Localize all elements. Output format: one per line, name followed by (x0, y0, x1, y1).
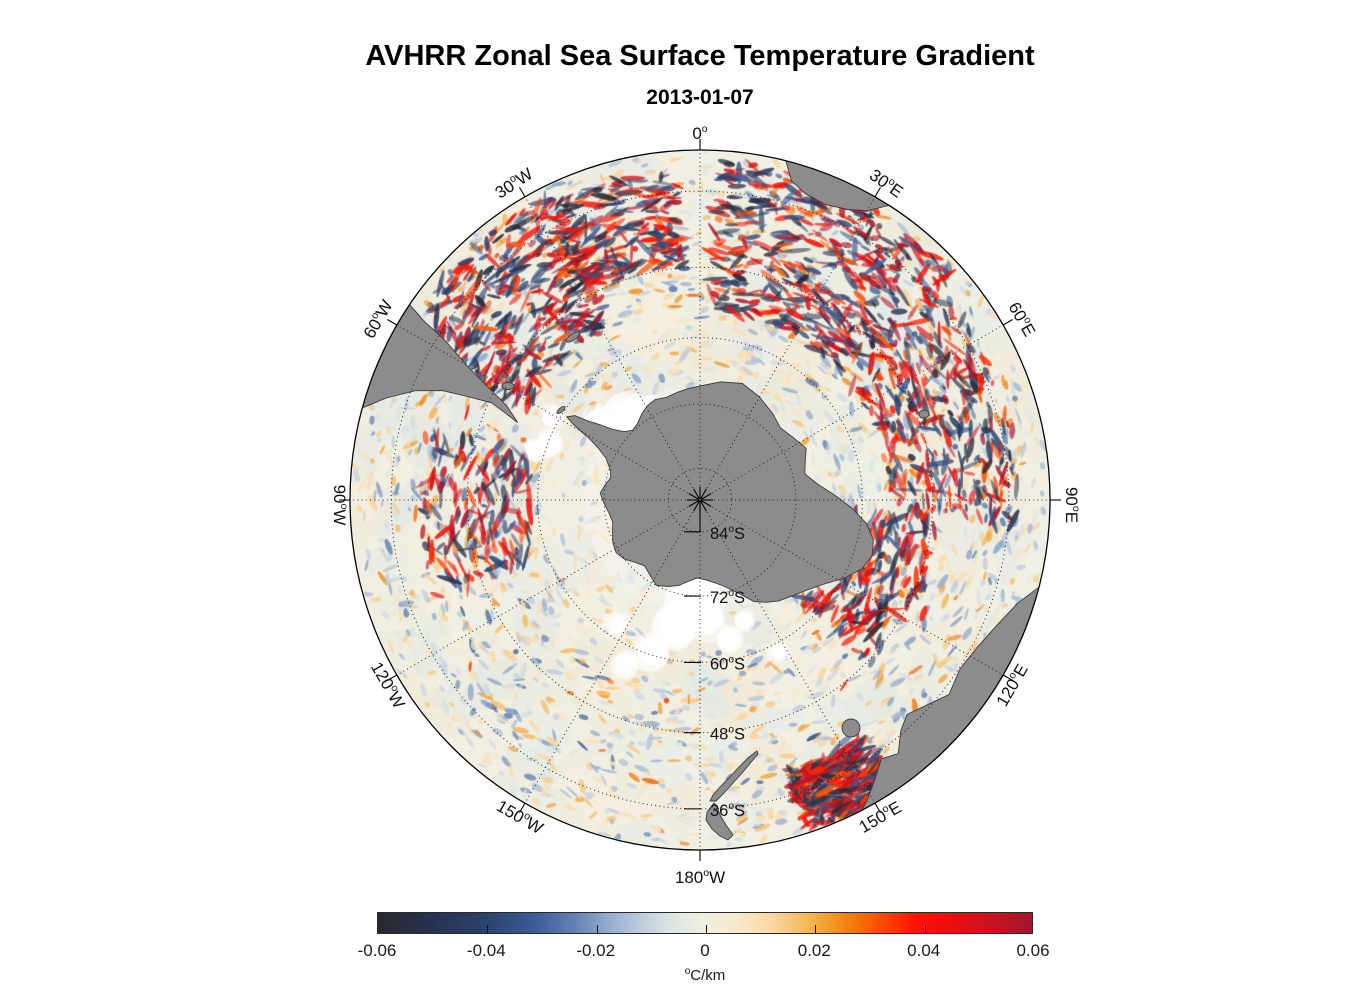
longitude-label: 150oW (493, 796, 547, 838)
colorbar-tick-notch (815, 925, 817, 933)
latitude-label: 60oS (710, 654, 745, 673)
pole-marker-spoke (700, 488, 707, 500)
land-new-zealand-north-island (705, 802, 734, 841)
colorbar-tick-label: -0.06 (357, 941, 397, 960)
colorbar-tick-notch (596, 925, 598, 933)
land-new-zealand-south-island (709, 750, 759, 802)
rim-tick (519, 802, 526, 813)
longitude-label: 30oW (491, 163, 536, 202)
rim-tick (519, 187, 526, 198)
rim-tick (387, 319, 398, 326)
island-south-georgia (565, 331, 581, 343)
latitude-label: 48oS (710, 725, 745, 744)
colorbar (377, 912, 1033, 934)
colorbar-tick-label: -0.04 (466, 941, 506, 960)
colorbar-tick-notch (487, 925, 489, 933)
pole-marker-spoke (688, 500, 700, 507)
island-falklands (501, 382, 515, 390)
rim-tick (387, 674, 398, 681)
colorbar-tick-label: 0.06 (1016, 941, 1050, 960)
colorbar-tick-notch (706, 925, 707, 933)
longitude-label: 90oE (1062, 487, 1082, 523)
land-tasmania (841, 718, 861, 738)
pole-marker-spoke (700, 500, 707, 512)
longitude-label: 90oW (330, 485, 350, 526)
graticule-group (350, 150, 1050, 850)
land-antarctica (566, 381, 874, 603)
rim-tick (1002, 674, 1013, 681)
rim-tick (1002, 319, 1013, 326)
graticule-latitude-circle (537, 337, 863, 663)
colorbar-tick-label: 0.02 (797, 941, 831, 960)
latitude-label: 36oS (710, 801, 745, 820)
land-south-america (359, 302, 519, 423)
pole-marker-spoke (688, 493, 700, 500)
colorbar-tick-notch (924, 925, 926, 933)
longitude-label: 120oW (367, 658, 409, 712)
colorbar-tick-labels: -0.06 -0.04 -0.02 0 0.02 0.04 0.06 (0, 941, 1356, 963)
rim-tick (874, 187, 881, 198)
pole-marker-spoke (693, 488, 700, 500)
pole-marker-spoke (700, 500, 712, 507)
solid-lines-group (339, 139, 1061, 861)
land-group (359, 157, 1043, 841)
colorbar-tick-label: -0.02 (576, 941, 616, 960)
longitude-label: 0o (692, 123, 707, 143)
colorbar-tick-label: 0 (700, 941, 710, 960)
longitude-label: 180oW (675, 867, 725, 887)
islands-south-shetland (556, 405, 566, 415)
longitude-label: 60oE (1005, 298, 1040, 339)
colorbar-tick-label: 0.04 (907, 941, 941, 960)
pole-marker-spoke (700, 493, 712, 500)
latitude-label: 72oS (710, 588, 745, 607)
island-kerguelen (918, 409, 930, 419)
graticule-latitude-circle (603, 403, 797, 597)
rim-tick (874, 802, 881, 813)
colorbar-unit-label: oC/km (684, 966, 726, 984)
pole-marker-spoke (693, 500, 700, 512)
latitude-label: 84oS (710, 524, 745, 543)
longitude-label: 150oE (855, 797, 904, 837)
